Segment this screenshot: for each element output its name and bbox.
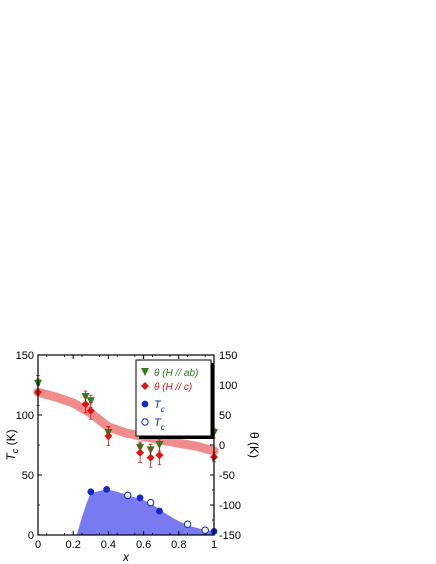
legend-entry-0: θ (H // ab) <box>154 368 198 379</box>
data-point-series-3 <box>183 520 192 528</box>
x-axis-label: x <box>122 550 130 564</box>
y-left-axis-label: Tc (K) <box>4 429 20 460</box>
y-left-tick-label: 50 <box>22 470 34 482</box>
trend-band <box>33 387 219 456</box>
data-point-series-1 <box>81 400 90 409</box>
y-right-tick-label: 0 <box>219 440 225 452</box>
tc-area-layer <box>76 489 214 535</box>
data-point-series-1 <box>104 432 113 440</box>
y-left-tick-label: 100 <box>16 410 34 422</box>
y-right-tick-label: 100 <box>219 380 237 392</box>
y-right-tick-label: 50 <box>219 410 231 422</box>
data-point-series-3 <box>201 526 209 534</box>
legend-marker-3 <box>141 418 149 426</box>
data-point-series-2 <box>103 486 111 493</box>
legend-entry-1: θ (H // c) <box>154 382 192 393</box>
data-point-series-0 <box>155 441 164 449</box>
legend-box <box>135 359 212 437</box>
trend-band-layer <box>33 387 219 456</box>
x-tick-label: 0.4 <box>101 539 116 551</box>
legend-entry-3: Tc <box>154 417 165 432</box>
data-point-series-3 <box>146 498 155 507</box>
y-right-tick-label: 150 <box>219 350 237 362</box>
x-tick-label: 0.8 <box>171 539 186 551</box>
data-point-series-1 <box>86 406 95 415</box>
data-point-series-3 <box>124 491 132 500</box>
y-right-tick-label: -100 <box>219 500 241 512</box>
data-points-layer <box>34 374 218 535</box>
data-point-series-1 <box>146 453 155 462</box>
axes-layer: 0 0.2 0.4 0.6 0.8 1 0 50 100 150 -150 -100 -50 0 50 100… <box>4 350 261 564</box>
tc-area <box>76 489 214 535</box>
data-point-series-2 <box>87 488 95 496</box>
y-left-tick-label: 150 <box>16 350 34 362</box>
y-right-tick-label: -50 <box>219 470 235 482</box>
legend-marker-2 <box>141 400 149 408</box>
data-point-series-1 <box>136 448 145 457</box>
legend-entry-2: Tc <box>154 399 165 414</box>
y-left-tick-label: 0 <box>28 530 34 542</box>
data-point-series-2 <box>136 494 144 502</box>
y-right-tick-label: -150 <box>219 530 241 542</box>
x-tick-label: 1 <box>211 539 217 551</box>
x-tick-label: 0 <box>35 539 41 551</box>
data-point-series-1 <box>155 451 164 460</box>
data-point-series-0 <box>86 397 95 406</box>
y-right-axis-label: θ (K) <box>247 432 261 458</box>
legend: θ (H // ab) θ (H // c) Tc Tc <box>135 359 214 439</box>
legend-marker-1 <box>141 382 149 390</box>
x-tick-label: 0.2 <box>66 539 81 551</box>
legend-marker-0 <box>141 368 149 376</box>
data-point-series-2 <box>156 507 163 515</box>
x-tick-label: 0.6 <box>136 539 151 551</box>
